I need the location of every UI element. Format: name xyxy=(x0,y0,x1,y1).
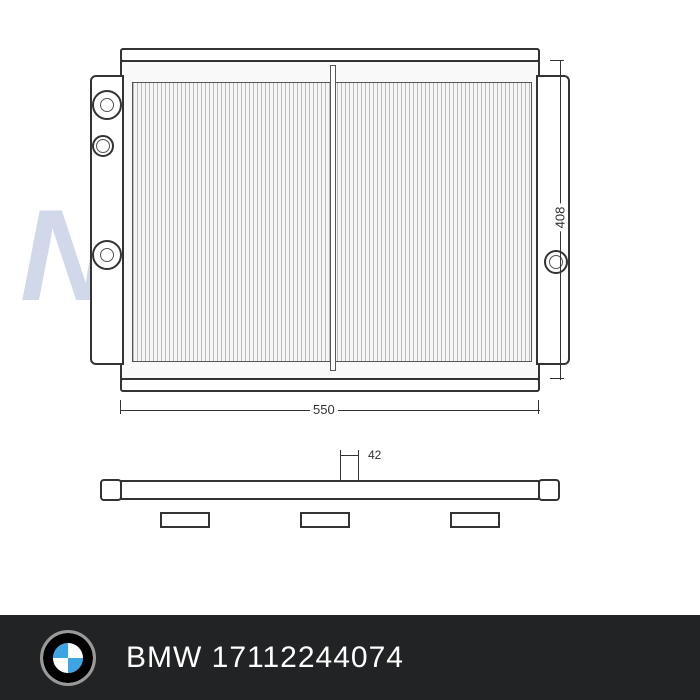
port-bottom-left xyxy=(92,240,122,270)
radiator-diagram: 550 408 42 xyxy=(90,40,610,540)
bmw-logo-icon xyxy=(40,630,96,686)
side-bracket-mid xyxy=(300,512,350,528)
radiator-side-view: 42 xyxy=(90,450,570,540)
footer-bar: BMW 17112244074 xyxy=(0,615,700,700)
dim-height-tick-top xyxy=(550,60,564,61)
dim-depth-label: 42 xyxy=(365,448,384,462)
bottom-tank xyxy=(120,378,540,392)
dim-height-tick-bot xyxy=(550,378,564,379)
dim-depth-tick2 xyxy=(358,450,359,480)
port-small-left xyxy=(92,135,114,157)
radiator-front-view: 550 408 xyxy=(90,40,570,400)
core-divider xyxy=(330,65,336,371)
dim-depth-line xyxy=(340,455,358,456)
side-cap-left xyxy=(100,479,122,501)
dim-height-label: 408 xyxy=(552,204,567,232)
side-cap-right xyxy=(538,479,560,501)
brand-text: BMW xyxy=(126,641,202,674)
dim-width-tick-right xyxy=(538,400,539,414)
diagram-canvas: Nissens® 550 408 xyxy=(0,0,700,615)
side-body xyxy=(120,480,540,500)
part-label: BMW 17112244074 xyxy=(126,641,404,675)
port-top-left xyxy=(92,90,122,120)
port-right xyxy=(544,250,568,274)
dim-width-label: 550 xyxy=(310,402,338,417)
side-bracket-right xyxy=(450,512,500,528)
dim-width-tick-left xyxy=(120,400,121,414)
part-number: 17112244074 xyxy=(212,641,404,674)
side-bracket-left xyxy=(160,512,210,528)
